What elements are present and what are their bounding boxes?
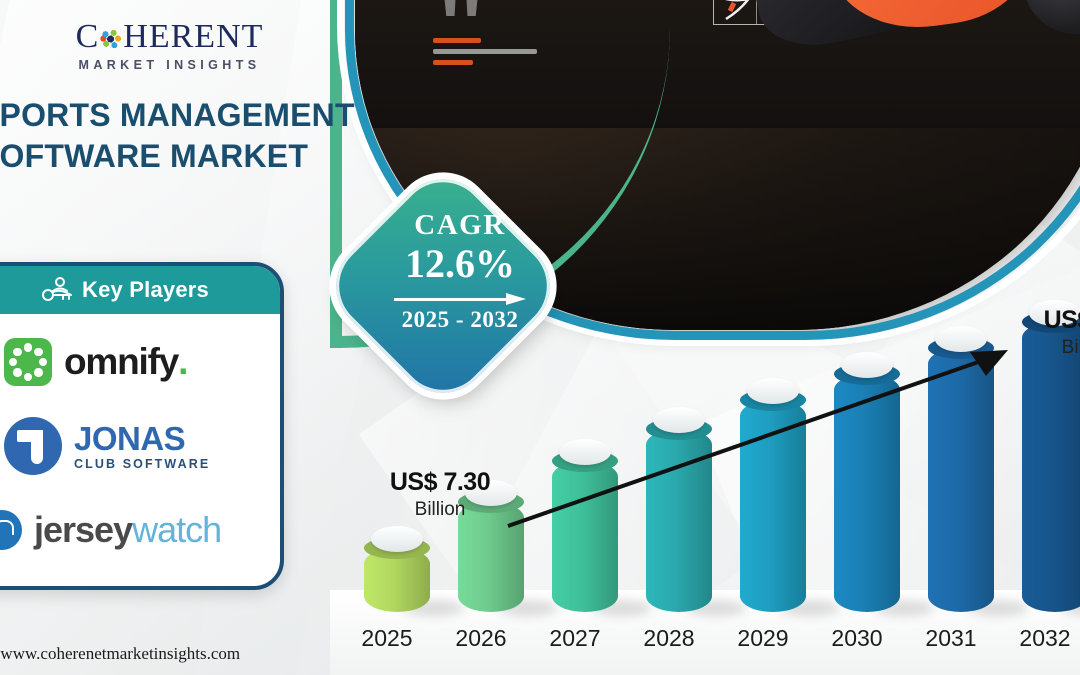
bar-body bbox=[646, 429, 712, 612]
page-title: SPORTS MANAGEMENT SOFTWARE MARKET bbox=[0, 95, 378, 177]
list-item[interactable]: jerseywatch bbox=[0, 488, 280, 572]
title-line-1: SPORTS MANAGEMENT bbox=[0, 97, 355, 133]
bar-body bbox=[928, 348, 994, 612]
bar-cap bbox=[747, 378, 799, 404]
title-line-2: SOFTWARE MARKET bbox=[0, 137, 309, 174]
list-item-label: omnify. bbox=[64, 341, 188, 382]
bar-cap bbox=[935, 326, 987, 352]
start-value-number: US$ 7.30 bbox=[389, 468, 491, 496]
start-value-label: US$ 7.30 Billion bbox=[360, 468, 520, 521]
jonas-name: JONAS bbox=[74, 419, 186, 457]
bar-body bbox=[552, 461, 618, 612]
x-axis-tick-label: 2025 bbox=[361, 625, 413, 651]
x-axis-tick-label: 2027 bbox=[549, 625, 601, 651]
end-value-label: US$ 16. Billion bbox=[1002, 306, 1080, 359]
chart-bar bbox=[364, 526, 464, 616]
x-axis-tick-label: 2031 bbox=[925, 625, 977, 651]
list-item[interactable]: JONAS CLUB SOFTWARE bbox=[0, 404, 280, 488]
key-players-list: omnify. JONAS CLUB SOFTWARE jerseywatch bbox=[0, 314, 280, 572]
jerseywatch-logo-icon bbox=[0, 510, 22, 550]
list-item[interactable]: omnify. bbox=[0, 320, 280, 404]
chart-bar bbox=[646, 407, 746, 616]
key-person-icon bbox=[42, 277, 73, 301]
key-players-title: Key Players bbox=[82, 277, 209, 302]
bar-body bbox=[1022, 322, 1080, 612]
key-players-card: Key Players omnify. JONAS CLUB SOFTWARE bbox=[0, 262, 284, 590]
dotted-globe-icon bbox=[100, 28, 123, 50]
chart-bar bbox=[834, 352, 934, 616]
bar-body bbox=[740, 400, 806, 612]
bar-cap bbox=[371, 526, 423, 552]
chart-bar bbox=[740, 378, 840, 616]
logo-word-rest: HERENT bbox=[123, 18, 264, 55]
x-axis-tick-label: 2026 bbox=[455, 625, 507, 651]
source-footer: e :- www.coherenetmarketinsights.com bbox=[0, 644, 241, 663]
bar-cap bbox=[841, 352, 893, 378]
logo-tagline: MARKET INSIGHTS bbox=[78, 58, 261, 72]
omnify-logo-icon bbox=[4, 338, 52, 386]
jonas-logo-icon bbox=[4, 417, 62, 475]
bar-body bbox=[834, 374, 900, 612]
chart-bar bbox=[552, 439, 652, 616]
chart-bars bbox=[354, 300, 1080, 616]
bar-cap bbox=[653, 407, 705, 433]
logo-wordmark: C HERENT bbox=[52, 18, 287, 56]
list-item-label: JONAS CLUB SOFTWARE bbox=[74, 422, 210, 471]
end-value-number: US$ 16. bbox=[1043, 306, 1080, 334]
chart-bar bbox=[1022, 300, 1080, 616]
market-size-bar-chart: 2025 2026 2027 2028 2029 2030 2031 2032 US$ 7.3… bbox=[340, 300, 1080, 660]
list-item-label: jerseywatch bbox=[34, 509, 222, 550]
x-axis-tick-label: 2029 bbox=[737, 625, 789, 651]
chart-bar bbox=[928, 326, 1028, 616]
x-axis-tick-label: 2032 bbox=[1019, 625, 1071, 651]
bar-cap bbox=[1029, 300, 1080, 326]
x-axis-tick-label: 2028 bbox=[643, 625, 695, 651]
bar-cap bbox=[559, 439, 611, 465]
key-players-header: Key Players bbox=[0, 266, 280, 314]
logo-letter-c: C bbox=[75, 18, 100, 55]
company-logo: C HERENT MARKET INSIGHTS bbox=[52, 18, 287, 72]
jonas-subtitle: CLUB SOFTWARE bbox=[74, 456, 211, 471]
end-value-unit: Billion bbox=[1061, 337, 1080, 358]
start-value-unit: Billion bbox=[414, 499, 466, 520]
x-axis-tick-label: 2030 bbox=[831, 625, 883, 651]
